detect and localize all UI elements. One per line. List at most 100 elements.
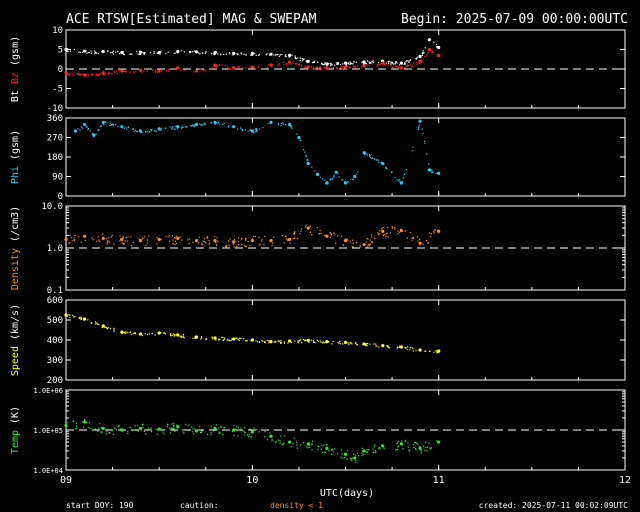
data-scatter bbox=[370, 62, 372, 64]
data-scatter bbox=[417, 240, 419, 242]
data-scatter bbox=[375, 451, 377, 453]
data-scatter bbox=[438, 351, 440, 353]
data-scatter bbox=[141, 237, 144, 239]
data-scatter bbox=[133, 71, 135, 73]
data-scatter bbox=[243, 53, 245, 55]
data-scatter bbox=[299, 59, 301, 62]
data-scatter bbox=[235, 425, 238, 427]
data-scatter bbox=[285, 236, 287, 238]
data-scatter bbox=[362, 343, 364, 346]
data-scatter bbox=[324, 451, 327, 454]
data-scatter bbox=[328, 450, 330, 452]
data-scatter bbox=[96, 322, 98, 324]
data-scatter bbox=[143, 53, 145, 55]
data-scatter bbox=[219, 431, 221, 433]
data-scatter bbox=[94, 323, 97, 325]
data-scatter bbox=[189, 238, 191, 240]
data-scatter bbox=[206, 236, 208, 238]
data-scatter bbox=[342, 457, 344, 459]
data-scatter bbox=[424, 47, 426, 49]
data-scatter bbox=[368, 244, 370, 246]
data-scatter bbox=[334, 64, 336, 66]
data-scatter bbox=[236, 337, 238, 339]
data-scatter bbox=[323, 64, 325, 66]
data-scatter bbox=[366, 345, 368, 347]
data-scatter bbox=[356, 452, 359, 455]
data-scatter bbox=[91, 133, 93, 135]
data-scatter bbox=[167, 51, 169, 53]
data-scatter bbox=[190, 51, 192, 53]
data-scatter bbox=[316, 172, 318, 175]
data-scatter bbox=[206, 236, 209, 238]
data-scatter bbox=[296, 238, 299, 240]
data-scatter bbox=[385, 235, 387, 237]
data-scatter bbox=[376, 64, 379, 66]
data-scatter bbox=[66, 238, 68, 240]
data-scatter bbox=[119, 238, 122, 240]
data-scatter bbox=[417, 127, 420, 129]
data-scatter bbox=[215, 339, 217, 341]
data-scatter bbox=[264, 340, 266, 342]
data-scatter bbox=[372, 61, 374, 64]
data-scatter bbox=[347, 342, 349, 344]
data-scatter bbox=[421, 128, 423, 130]
data-scatter bbox=[405, 168, 407, 171]
data-scatter bbox=[346, 66, 349, 68]
data-scatter bbox=[394, 226, 396, 229]
data-scatter bbox=[221, 64, 223, 66]
data-scatter bbox=[327, 341, 329, 344]
data-scatter bbox=[191, 125, 193, 127]
data-scatter bbox=[103, 124, 105, 126]
data-scatter bbox=[431, 50, 433, 52]
data-scatter bbox=[437, 351, 439, 354]
data-scatter bbox=[422, 445, 425, 447]
data-scatter bbox=[110, 124, 113, 126]
data-scatter bbox=[313, 61, 316, 63]
data-scatter bbox=[106, 430, 108, 433]
data-scatter bbox=[170, 335, 172, 337]
data-scatter bbox=[336, 63, 338, 65]
data-scatter bbox=[80, 74, 82, 76]
data-scatter bbox=[144, 333, 146, 335]
y-label-part: Speed bbox=[10, 346, 21, 376]
data-scatter bbox=[244, 245, 246, 248]
data-scatter bbox=[362, 453, 364, 455]
data-scatter bbox=[300, 339, 302, 341]
data-scatter bbox=[228, 339, 231, 342]
data-scatter bbox=[292, 443, 294, 445]
data-scatter bbox=[280, 339, 282, 342]
data-scatter bbox=[105, 327, 108, 329]
data-scatter bbox=[289, 124, 292, 126]
data-scatter bbox=[143, 53, 145, 55]
data-scatter bbox=[348, 343, 350, 345]
data-scatter bbox=[269, 65, 271, 67]
data-scatter bbox=[379, 447, 381, 449]
data-scatter bbox=[365, 343, 367, 345]
data-scatter bbox=[317, 61, 319, 63]
data-scatter bbox=[182, 335, 184, 337]
data-scatter bbox=[174, 240, 177, 242]
data-scatter bbox=[361, 452, 363, 454]
data-scatter bbox=[327, 183, 329, 185]
data-scatter bbox=[341, 65, 343, 68]
data-scatter bbox=[141, 424, 143, 426]
data-scatter bbox=[169, 126, 171, 128]
data-scatter bbox=[396, 66, 398, 68]
data-scatter bbox=[335, 62, 338, 64]
data-scatter bbox=[233, 68, 236, 70]
data-scatter bbox=[265, 54, 267, 56]
data-scatter bbox=[95, 52, 98, 54]
y-tick-label: 400 bbox=[47, 336, 63, 346]
data-scatter bbox=[148, 427, 150, 429]
data-scatter bbox=[196, 51, 199, 53]
data-scatter bbox=[255, 130, 257, 132]
data-scatter bbox=[337, 173, 339, 175]
data-scatter bbox=[285, 55, 287, 58]
data-scatter bbox=[106, 243, 108, 245]
data-scatter bbox=[343, 65, 345, 68]
data-scatter bbox=[297, 57, 299, 59]
data-scatter bbox=[429, 447, 431, 449]
data-scatter bbox=[244, 427, 246, 429]
data-scatter bbox=[394, 228, 396, 230]
